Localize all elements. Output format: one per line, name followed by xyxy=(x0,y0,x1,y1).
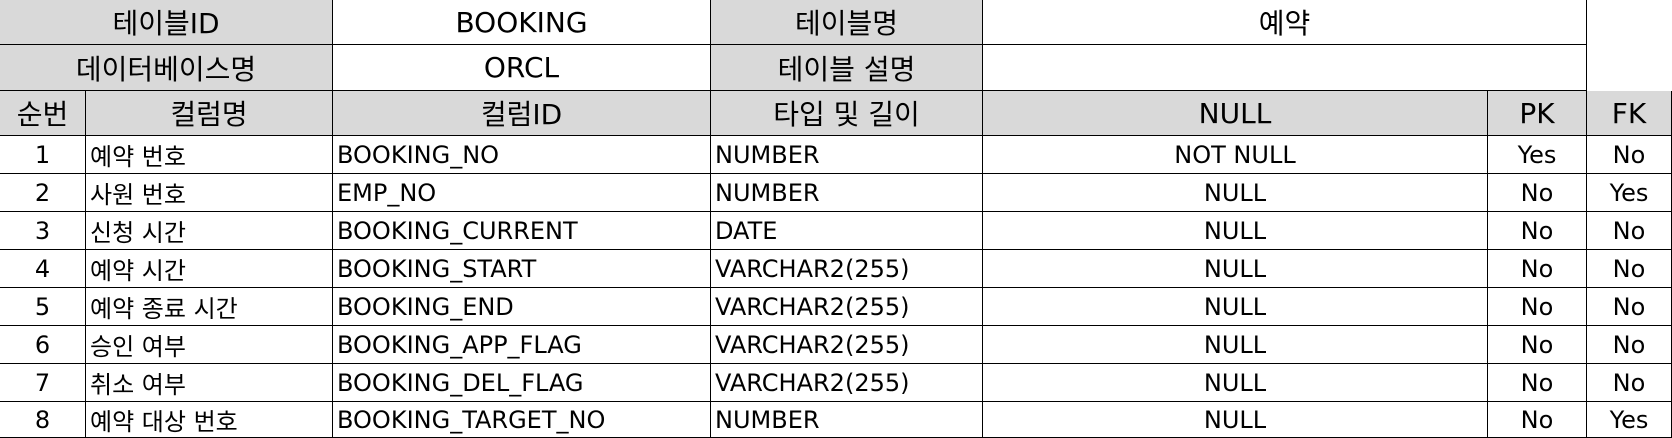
col-header-pk: PK xyxy=(1488,91,1587,136)
cell-seq[interactable]: 6 xyxy=(0,326,86,364)
cell-fk[interactable]: Yes xyxy=(1587,402,1672,438)
cell-type-length[interactable]: NUMBER xyxy=(711,174,983,212)
cell-pk[interactable]: No xyxy=(1488,250,1587,288)
table-desc-label: 테이블 설명 xyxy=(711,45,983,91)
cell-type-length[interactable]: NUMBER xyxy=(711,136,983,174)
cell-fk[interactable]: No xyxy=(1587,288,1672,326)
cell-null[interactable]: NULL xyxy=(983,212,1488,250)
cell-pk[interactable]: Yes xyxy=(1488,136,1587,174)
cell-seq[interactable]: 5 xyxy=(0,288,86,326)
cell-type-length[interactable]: VARCHAR2(255) xyxy=(711,326,983,364)
cell-type-length[interactable]: VARCHAR2(255) xyxy=(711,364,983,402)
cell-column-id[interactable]: BOOKING_CURRENT xyxy=(333,212,711,250)
cell-pk[interactable]: No xyxy=(1488,212,1587,250)
table-desc-value[interactable] xyxy=(983,45,1587,91)
cell-type-length[interactable]: VARCHAR2(255) xyxy=(711,250,983,288)
col-header-null: NULL xyxy=(983,91,1488,136)
cell-pk[interactable]: No xyxy=(1488,288,1587,326)
col-header-seq: 순번 xyxy=(0,91,86,136)
table-name-label: 테이블명 xyxy=(711,0,983,45)
cell-fk[interactable]: No xyxy=(1587,250,1672,288)
cell-column-id[interactable]: EMP_NO xyxy=(333,174,711,212)
cell-fk[interactable]: No xyxy=(1587,326,1672,364)
cell-fk[interactable]: Yes xyxy=(1587,174,1672,212)
cell-column-name[interactable]: 승인 여부 xyxy=(86,326,333,364)
cell-seq[interactable]: 8 xyxy=(0,402,86,438)
db-name-label: 데이터베이스명 xyxy=(0,45,333,91)
cell-type-length[interactable]: DATE xyxy=(711,212,983,250)
cell-column-name[interactable]: 예약 대상 번호 xyxy=(86,402,333,438)
db-name-value[interactable]: ORCL xyxy=(333,45,711,91)
cell-seq[interactable]: 7 xyxy=(0,364,86,402)
cell-column-name[interactable]: 예약 종료 시간 xyxy=(86,288,333,326)
cell-column-name[interactable]: 취소 여부 xyxy=(86,364,333,402)
cell-fk[interactable]: No xyxy=(1587,364,1672,402)
table-id-label: 테이블ID xyxy=(0,0,333,45)
cell-type-length[interactable]: NUMBER xyxy=(711,402,983,438)
cell-null[interactable]: NULL xyxy=(983,288,1488,326)
col-header-type-length: 타입 및 길이 xyxy=(711,91,983,136)
table-name-value[interactable]: 예약 xyxy=(983,0,1587,45)
cell-pk[interactable]: No xyxy=(1488,364,1587,402)
table-id-value[interactable]: BOOKING xyxy=(333,0,711,45)
cell-column-name[interactable]: 사원 번호 xyxy=(86,174,333,212)
cell-seq[interactable]: 4 xyxy=(0,250,86,288)
cell-column-id[interactable]: BOOKING_APP_FLAG xyxy=(333,326,711,364)
cell-pk[interactable]: No xyxy=(1488,326,1587,364)
col-header-column-id: 컬럼ID xyxy=(333,91,711,136)
cell-null[interactable]: NULL xyxy=(983,174,1488,212)
cell-pk[interactable]: No xyxy=(1488,402,1587,438)
cell-null[interactable]: NULL xyxy=(983,326,1488,364)
cell-seq[interactable]: 1 xyxy=(0,136,86,174)
cell-seq[interactable]: 2 xyxy=(0,174,86,212)
cell-null[interactable]: NOT NULL xyxy=(983,136,1488,174)
cell-column-id[interactable]: BOOKING_DEL_FLAG xyxy=(333,364,711,402)
cell-null[interactable]: NULL xyxy=(983,250,1488,288)
cell-column-id[interactable]: BOOKING_TARGET_NO xyxy=(333,402,711,438)
cell-type-length[interactable]: VARCHAR2(255) xyxy=(711,288,983,326)
cell-pk[interactable]: No xyxy=(1488,174,1587,212)
cell-null[interactable]: NULL xyxy=(983,402,1488,438)
cell-fk[interactable]: No xyxy=(1587,136,1672,174)
cell-null[interactable]: NULL xyxy=(983,364,1488,402)
cell-column-id[interactable]: BOOKING_NO xyxy=(333,136,711,174)
cell-column-id[interactable]: BOOKING_START xyxy=(333,250,711,288)
col-header-fk: FK xyxy=(1587,91,1672,136)
cell-fk[interactable]: No xyxy=(1587,212,1672,250)
cell-seq[interactable]: 3 xyxy=(0,212,86,250)
cell-column-id[interactable]: BOOKING_END xyxy=(333,288,711,326)
cell-column-name[interactable]: 예약 번호 xyxy=(86,136,333,174)
col-header-column-name: 컬럼명 xyxy=(86,91,333,136)
cell-column-name[interactable]: 예약 시간 xyxy=(86,250,333,288)
cell-column-name[interactable]: 신청 시간 xyxy=(86,212,333,250)
